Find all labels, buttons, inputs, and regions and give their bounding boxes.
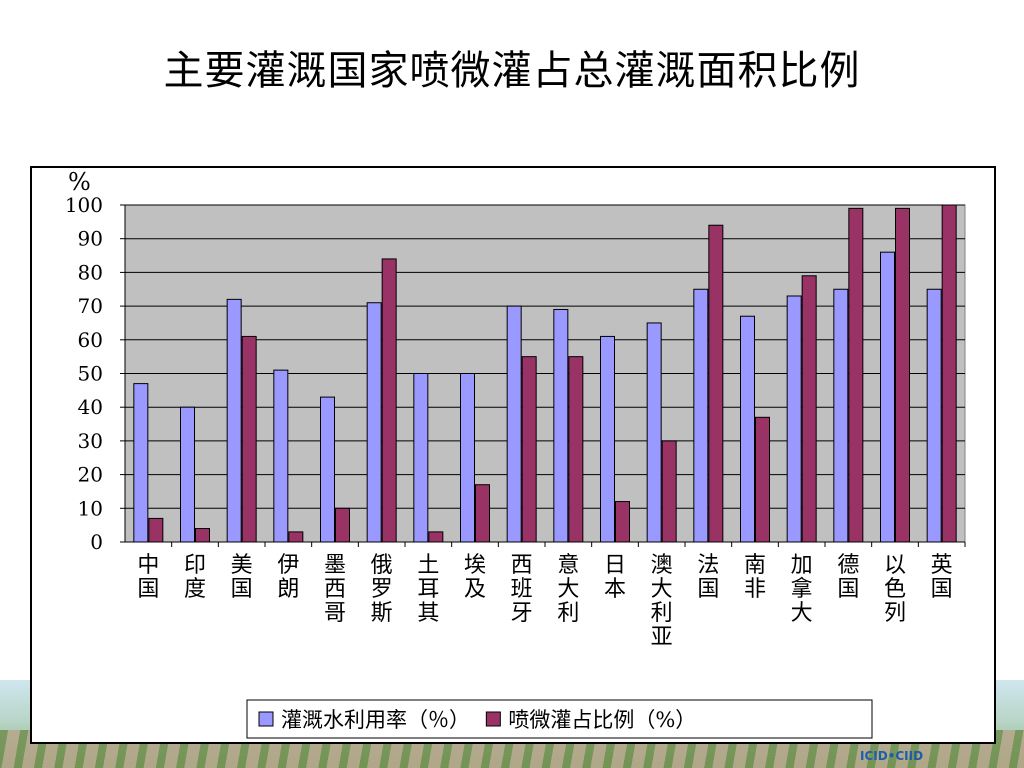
bar-sprinkler-share: [148, 517, 164, 543]
x-tick-label: 德国: [837, 553, 859, 602]
y-tick-label: 30: [78, 429, 103, 453]
bar-water-use: [926, 288, 942, 543]
bar-water-use: [600, 335, 615, 543]
bar-water-use: [693, 288, 709, 543]
x-tick-label: 加拿大: [791, 553, 813, 626]
bar-sprinkler-share: [475, 484, 490, 543]
bar-sprinkler-share: [568, 356, 584, 543]
y-tick-label: 20: [78, 463, 103, 487]
x-tick-label: 美国: [231, 553, 253, 602]
icid-logo-text: ICID•CIID: [860, 749, 924, 763]
bar-sprinkler-share: [195, 528, 210, 543]
bar-sprinkler-share: [428, 531, 444, 543]
bar-water-use: [553, 308, 569, 543]
bar-sprinkler-share: [615, 501, 630, 543]
y-unit-label: %: [68, 168, 91, 196]
bar-water-use: [786, 295, 802, 543]
bar-water-use: [833, 288, 849, 543]
chart-frame: % 0 10 20 30 40 50 60 70 80 90 100 中国 印度 美国 伊朗 墨西哥 俄罗斯 土耳…: [30, 166, 996, 744]
bar-water-use: [460, 373, 475, 543]
bar-sprinkler-share: [288, 531, 304, 543]
bar-sprinkler-share: [708, 224, 724, 543]
bar-water-use: [880, 251, 895, 543]
bar-water-use: [320, 396, 335, 543]
legend-swatch: [485, 711, 501, 727]
bar-sprinkler-share: [381, 258, 397, 543]
x-tick-label: 中国: [137, 553, 159, 602]
bar-water-use: [740, 315, 755, 543]
bar-sprinkler-share: [848, 207, 864, 543]
bar-sprinkler-share: [521, 356, 537, 543]
legend-label: 喷微灌占比例（%）: [508, 708, 696, 732]
bar-water-use: [366, 302, 382, 543]
bar-water-use: [226, 298, 242, 543]
x-tick-label: 南非: [744, 553, 766, 602]
x-tick-label: 墨西哥: [324, 553, 346, 626]
x-tick-label: 西班牙: [511, 553, 533, 626]
x-tick-label: 法国: [697, 553, 719, 602]
bar-water-use: [273, 369, 289, 543]
bar-sprinkler-share: [661, 440, 677, 543]
y-tick-label: 0: [90, 530, 103, 554]
bar-sprinkler-share: [801, 275, 817, 543]
bar-sprinkler-share: [941, 204, 957, 543]
x-tick-label: 意大利: [557, 553, 579, 626]
x-tick-label: 澳大利亚: [651, 553, 673, 650]
y-tick-label: 90: [78, 227, 103, 251]
x-tick-label: 英国: [931, 553, 953, 602]
y-tick-label: 60: [78, 328, 103, 352]
x-tick-label: 印度: [184, 553, 206, 602]
bar-sprinkler-share: [895, 207, 910, 543]
bar-water-use: [413, 373, 429, 543]
x-tick-label: 土耳其: [417, 553, 439, 626]
y-tick-label: 10: [78, 496, 103, 520]
legend-label: 灌溉水利用率（％）: [281, 708, 470, 732]
bar-water-use: [646, 322, 662, 543]
y-tick-label: 100: [65, 193, 103, 217]
bar-sprinkler-share: [241, 335, 257, 543]
x-tick-label: 俄罗斯: [371, 553, 393, 626]
x-tick-label: 伊朗: [277, 553, 299, 602]
x-tick-label: 日本: [604, 553, 626, 602]
x-tick-label: 埃及: [464, 553, 486, 602]
bar-water-use: [133, 383, 149, 543]
legend-box: [246, 699, 873, 739]
y-tick-label: 70: [78, 294, 103, 318]
legend-swatch: [258, 711, 274, 727]
bar-sprinkler-share: [755, 416, 770, 543]
y-tick-label: 40: [78, 395, 103, 419]
bar-sprinkler-share: [335, 507, 350, 543]
slide-title: 主要灌溉国家喷微灌占总灌溉面积比例: [163, 48, 861, 94]
bar-water-use: [506, 305, 522, 543]
y-tick-label: 50: [78, 362, 103, 386]
y-tick-label: 80: [78, 260, 103, 284]
x-tick-label: 以色列: [884, 553, 906, 626]
bar-water-use: [180, 406, 195, 543]
